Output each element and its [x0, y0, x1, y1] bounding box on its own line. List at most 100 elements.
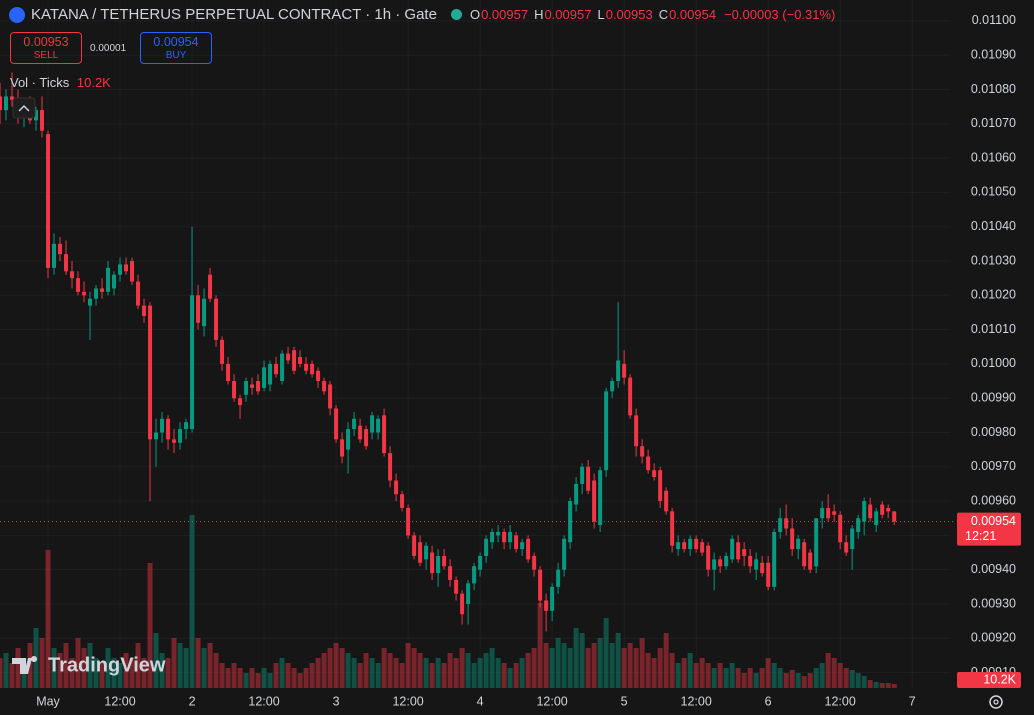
y-tick-label: 0.01040: [971, 219, 1016, 233]
candle-body: [280, 353, 285, 382]
candle-body: [58, 243, 63, 255]
candle-body: [382, 415, 387, 454]
volume-bar: [189, 515, 195, 688]
last-price-tag: [957, 512, 1021, 546]
candle-body: [388, 453, 393, 481]
candle-body: [376, 418, 381, 433]
candle-body: [784, 518, 789, 529]
watermark-logo: [12, 656, 38, 674]
volume-bar: [783, 673, 789, 688]
volume-bar: [669, 653, 675, 688]
collapse-box[interactable]: [12, 97, 36, 119]
candle-body: [820, 507, 825, 519]
volume-bar: [483, 653, 489, 688]
candle-body: [136, 281, 141, 306]
volume-bar: [9, 663, 15, 688]
candle-body: [460, 593, 465, 615]
candle-body: [76, 278, 81, 292]
collapse-button[interactable]: [12, 97, 36, 119]
volume-legend: Vol · Ticks 10.2K: [10, 75, 111, 90]
gear-center[interactable]: [993, 699, 999, 705]
sell-label: SELL: [33, 50, 59, 61]
settings-button[interactable]: [989, 695, 1003, 709]
volume-bar: [15, 648, 21, 688]
gear-icon[interactable]: [989, 695, 1003, 709]
candle-body: [484, 538, 489, 556]
candle-body: [568, 501, 573, 543]
volume-bar: [201, 648, 207, 688]
volume-bar: [285, 663, 291, 688]
candle-body: [532, 555, 537, 570]
x-tick-label: 4: [477, 694, 484, 708]
volume-bar: [795, 673, 801, 688]
volume-bar: [297, 673, 303, 688]
candle-body: [700, 542, 705, 553]
candle-body: [370, 415, 375, 433]
candle-body: [172, 439, 177, 443]
volume-bar: [693, 663, 699, 688]
volume-bar: [309, 663, 315, 688]
candle-body: [310, 363, 315, 375]
candle-body: [640, 446, 645, 457]
candle-body: [868, 504, 873, 519]
volume-bar: [495, 658, 501, 688]
y-tick-label: 0.01070: [971, 116, 1016, 130]
volume-tag: [957, 672, 1021, 688]
candle-body: [112, 274, 117, 289]
candle-body: [232, 381, 237, 399]
candle-body: [874, 511, 879, 526]
y-tick-label: 0.01010: [971, 322, 1016, 336]
candle-body: [430, 552, 435, 574]
buy-button[interactable]: 0.00954 BUY: [140, 32, 212, 64]
candle-body: [178, 429, 183, 443]
volume-bar: [507, 668, 513, 688]
collapse-chevron[interactable]: [18, 104, 30, 112]
volume-bar: [531, 648, 537, 688]
candle-body: [508, 531, 513, 543]
candle-body: [286, 353, 291, 361]
candle-body: [520, 542, 525, 550]
volume-bar: [291, 668, 297, 688]
legend-value: 0.00954: [669, 7, 717, 22]
candle-body: [256, 381, 261, 392]
volume-bar: [87, 643, 93, 688]
x-tick-label: 12:00: [681, 694, 712, 708]
volume-bar: [543, 643, 549, 688]
candle-body: [244, 381, 249, 395]
volume-bar: [321, 653, 327, 688]
volume-bar: [855, 673, 861, 688]
candle-body: [760, 562, 765, 574]
candle-body: [352, 418, 357, 430]
volume-bar: [333, 643, 339, 688]
candle-body: [730, 538, 735, 560]
volume-bar: [603, 618, 609, 688]
volume-bar: [459, 648, 465, 688]
volume-bar: [579, 633, 585, 688]
volume-bar: [105, 648, 111, 688]
sell-button[interactable]: 0.00953 SELL: [10, 32, 82, 64]
candle-body: [838, 514, 843, 543]
buy-label: BUY: [165, 50, 187, 61]
candle-body: [304, 363, 309, 371]
volume-bar: [351, 658, 357, 688]
candle-body: [688, 538, 693, 550]
candle-body: [736, 542, 741, 560]
candle-body: [610, 381, 615, 392]
candle-body: [106, 267, 111, 292]
candle-body: [664, 490, 669, 512]
candle-body: [394, 480, 399, 495]
volume-bar: [177, 643, 183, 688]
y-tick-label: 0.01100: [972, 13, 1016, 27]
candle-body: [334, 408, 339, 440]
volume-bar: [723, 668, 729, 688]
candle-body: [802, 542, 807, 567]
volume-bar: [663, 633, 669, 688]
x-tick-label: 12:00: [248, 694, 279, 708]
candle-body: [316, 370, 321, 382]
y-tick-label: 0.00940: [971, 562, 1016, 576]
candle-body: [826, 507, 831, 519]
volume-bar: [555, 638, 561, 688]
candle-body: [862, 501, 867, 522]
volume-bar: [153, 633, 159, 688]
